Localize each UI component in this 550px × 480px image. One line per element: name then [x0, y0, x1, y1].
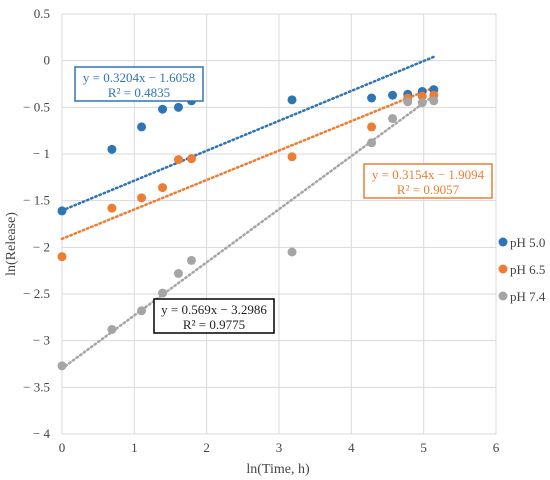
legend-item-ph74: pH 7.4: [498, 289, 546, 304]
data-point-series-1: [186, 154, 196, 164]
data-point-series-1: [367, 122, 377, 132]
x-tick-label: 0: [59, 440, 66, 455]
trendline-series-0: [60, 55, 436, 212]
legend-label-ph65: pH 6.5: [510, 262, 545, 277]
r2-ph65: R² = 0.9057: [397, 182, 460, 197]
equation-box-ph74-border: [153, 298, 275, 334]
legend-marker-ph65: [498, 264, 508, 274]
x-axis-title: ln(Time, h): [246, 462, 310, 477]
data-point-series-0: [57, 206, 67, 216]
y-tick-label: − 0.5: [23, 99, 50, 114]
r2-ph74: R² = 0.9775: [183, 317, 245, 332]
equation-box-ph65: y = 0.3154x − 1.9094 R² = 0.9057: [363, 163, 493, 199]
trendline-series-1: [60, 86, 436, 241]
y-tick-labels: 0.5 0 − 0.5 − 1 − 1.5 − 2 − 2.5 − 3 − 3.5 − 4: [23, 6, 50, 441]
gridlines: [61, 13, 497, 435]
x-tick-label: 1: [131, 440, 138, 455]
data-point-series-0: [158, 104, 168, 114]
legend-marker-ph74: [498, 291, 508, 301]
data-point-series-1: [57, 252, 67, 262]
y-tick-label: − 4: [33, 426, 51, 441]
x-tick-label: 3: [276, 440, 283, 455]
equation-ph65: y = 0.3154x − 1.9094: [372, 167, 485, 182]
legend-label-ph74: pH 7.4: [510, 289, 546, 304]
data-point-series-2: [107, 324, 117, 334]
y-tick-label: − 2: [33, 239, 50, 254]
legend-label-ph50: pH 5.0: [510, 235, 545, 250]
data-point-series-2: [158, 288, 168, 298]
legend: pH 5.0 pH 6.5 pH 7.4: [498, 235, 546, 304]
data-point-series-2: [429, 96, 439, 106]
equation-box-ph74: y = 0.569x − 3.2986 R² = 0.9775: [153, 298, 275, 334]
y-tick-label: − 3.5: [23, 379, 50, 394]
legend-marker-ph50: [498, 237, 508, 247]
data-point-series-0: [388, 90, 398, 100]
data-point-series-0: [287, 95, 297, 105]
data-point-series-2: [417, 98, 427, 108]
equation-box-ph65-border: [363, 163, 493, 199]
x-tick-label: 5: [420, 440, 427, 455]
y-tick-label: − 3: [33, 333, 50, 348]
legend-item-ph65: pH 6.5: [498, 262, 545, 277]
equation-box-ph50-border: [74, 66, 204, 102]
data-point-series-1: [173, 155, 183, 165]
data-point-series-0: [137, 122, 147, 132]
data-point-series-1: [107, 203, 117, 213]
x-tick-labels: 0 1 2 3 4 5 6: [59, 440, 500, 455]
y-axis-title: ln(Release): [4, 212, 19, 276]
equation-ph74: y = 0.569x − 3.2986: [161, 302, 267, 317]
x-tick-label: 6: [493, 440, 500, 455]
y-tick-label: − 1.5: [23, 193, 50, 208]
data-point-series-0: [107, 144, 117, 154]
equation-ph50: y = 0.3204x − 1.6058: [83, 70, 195, 85]
legend-item-ph50: pH 5.0: [498, 235, 545, 250]
data-point-series-1: [137, 193, 147, 203]
data-point-series-2: [186, 255, 196, 265]
y-tick-label: 0.5: [34, 6, 50, 21]
data-point-series-1: [158, 183, 168, 193]
data-point-series-1: [287, 152, 297, 162]
data-point-series-2: [367, 138, 377, 148]
r2-ph50: R² = 0.4835: [108, 85, 170, 100]
x-tick-label: 2: [203, 440, 210, 455]
data-point-series-2: [287, 247, 297, 257]
data-point-series-0: [173, 102, 183, 112]
x-tick-label: 4: [348, 440, 355, 455]
data-point-series-2: [173, 268, 183, 278]
y-tick-label: − 2.5: [23, 286, 50, 301]
data-point-series-1: [417, 91, 427, 101]
data-points: [57, 85, 439, 371]
data-point-series-2: [57, 361, 67, 371]
data-point-series-2: [403, 97, 413, 107]
y-tick-label: − 1: [33, 146, 50, 161]
data-point-series-0: [367, 93, 377, 103]
y-tick-label: 0: [44, 53, 51, 68]
data-point-series-2: [388, 114, 398, 124]
equation-box-ph50: y = 0.3204x − 1.6058 R² = 0.4835: [74, 66, 204, 102]
data-point-series-2: [137, 306, 147, 316]
